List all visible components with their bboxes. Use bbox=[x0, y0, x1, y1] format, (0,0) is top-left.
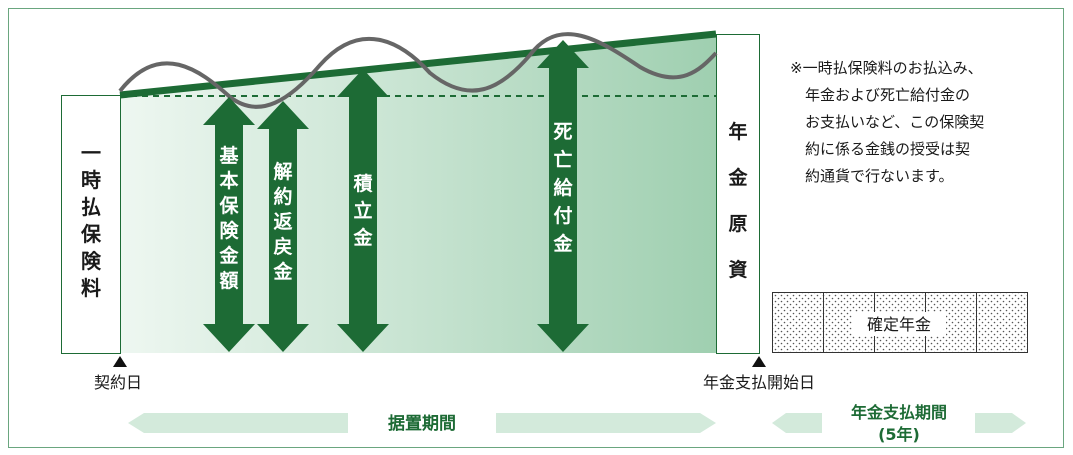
svg-text:基本保険金額: 基本保険金額 bbox=[218, 144, 239, 292]
payment-period-label: 年金支払期間 bbox=[851, 403, 947, 422]
arrow-surrender: 解約返戻金 bbox=[257, 101, 309, 352]
svg-text:年金原資: 年金原資 bbox=[727, 120, 748, 281]
arrow-label-accumulated: 積立金 bbox=[352, 172, 373, 249]
note-line: 約に係る金銭の授受は契 bbox=[805, 140, 970, 158]
payment-start-label: 年金支払開始日 bbox=[703, 373, 815, 392]
svg-text:一時払保険料: 一時払保険料 bbox=[80, 141, 102, 300]
arrow-death: 死亡給付金 bbox=[537, 40, 589, 352]
payment-start-marker bbox=[752, 356, 766, 367]
value-fluctuation-curve bbox=[118, 32, 718, 109]
arrow-basic: 基本保険金額 bbox=[203, 97, 255, 352]
deferral-band-right bbox=[496, 413, 716, 433]
note-text: ※一時払保険料のお払込み、年金および死亡給付金のお支払いなど、この保険契約に係る… bbox=[790, 59, 984, 185]
amount-arrows: 基本保険金額 解約返戻金 積立金 死亡給付金 bbox=[203, 40, 589, 352]
note-line: ※一時払保険料のお払込み、 bbox=[790, 59, 983, 77]
note-line: 約通貨で行ないます。 bbox=[805, 167, 954, 185]
area-top-line bbox=[119, 30, 717, 99]
note-line: お支払いなど、この保険契 bbox=[805, 113, 984, 131]
svg-text:積立金: 積立金 bbox=[352, 172, 373, 249]
contract-date-label: 契約日 bbox=[94, 373, 142, 392]
single-premium-box bbox=[61, 95, 121, 354]
payment-band-left bbox=[772, 413, 822, 433]
svg-text:解約返戻金: 解約返戻金 bbox=[272, 160, 293, 283]
deferral-period-label: 据置期間 bbox=[388, 413, 456, 434]
annuity-fund-label: 年金原資 bbox=[727, 120, 748, 281]
note-line: 年金および死亡給付金の bbox=[805, 86, 970, 104]
fixed-annuity-label: 確定年金 bbox=[867, 315, 931, 334]
arrow-label-surrender: 解約返戻金 bbox=[272, 160, 293, 283]
single-premium-label: 一時払保険料 bbox=[80, 141, 102, 300]
annuity-fund-box bbox=[716, 34, 760, 354]
svg-text:死亡給付金: 死亡給付金 bbox=[552, 121, 573, 255]
deferral-band-left bbox=[128, 413, 348, 433]
fixed-annuity-blocks: 確定年金 bbox=[772, 292, 1028, 353]
arrow-label-basic: 基本保険金額 bbox=[218, 144, 239, 292]
contract-date-marker bbox=[113, 356, 127, 367]
arrow-accumulated: 積立金 bbox=[337, 69, 389, 352]
arrow-label-death: 死亡給付金 bbox=[552, 121, 573, 255]
payment-period-sub: (5年) bbox=[878, 425, 920, 444]
outer-border bbox=[8, 8, 1064, 448]
payment-band-right bbox=[975, 413, 1026, 433]
